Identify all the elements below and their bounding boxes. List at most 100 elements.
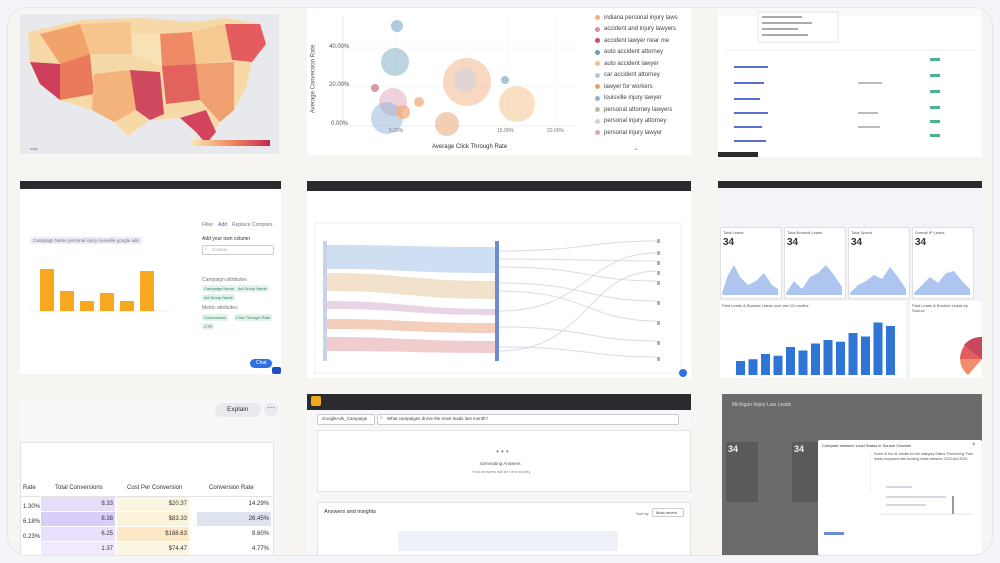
legend-item[interactable]: indiana personal injury laws [595, 12, 691, 24]
legend-swatch [595, 38, 600, 44]
bar[interactable] [873, 322, 883, 376]
modal-sidebar [820, 452, 871, 492]
logo-icon [311, 396, 321, 406]
x-tick-label: 5.00% [389, 128, 404, 134]
chip[interactable]: Ad Group Name [236, 285, 269, 292]
bar[interactable] [140, 271, 154, 311]
bar[interactable] [120, 301, 134, 311]
bar[interactable] [748, 359, 758, 375]
legend-swatch [595, 49, 600, 55]
bar[interactable] [40, 269, 54, 311]
query-text: Campaign Name personal injury louisville… [30, 237, 142, 244]
bubble[interactable] [414, 97, 424, 107]
chat-icon[interactable] [272, 367, 281, 374]
bar[interactable] [773, 355, 783, 375]
legend-item[interactable]: lawyer for workers [595, 81, 691, 93]
bar-chart [30, 269, 170, 312]
column-header[interactable]: Rate [23, 485, 36, 491]
bubble[interactable] [435, 112, 459, 136]
bar[interactable] [736, 361, 745, 375]
tab-replace[interactable]: Replace [232, 222, 251, 228]
bubble[interactable] [381, 48, 409, 76]
legend-swatch [595, 95, 600, 101]
bar[interactable] [100, 293, 114, 311]
legend-item[interactable]: personal injury attorney [595, 116, 691, 128]
kpi-card[interactable]: 34 [726, 442, 758, 502]
kpi-card[interactable]: Total Booked Leads 34 [784, 227, 846, 299]
bar[interactable] [80, 301, 94, 311]
modal-chart [880, 486, 972, 515]
sort-dropdown[interactable]: Most recent [652, 508, 684, 517]
bar[interactable] [811, 343, 820, 376]
bar[interactable] [886, 326, 895, 375]
bubble[interactable] [371, 102, 403, 134]
modal-tile: Michigan Injury Law Leads 34 34 Compare … [722, 394, 982, 555]
close-icon[interactable]: × [972, 442, 976, 448]
legend-item[interactable]: auto accident attorney [595, 47, 691, 59]
legend-swatch [595, 107, 600, 113]
bubble[interactable] [499, 86, 535, 122]
table-row[interactable]: 1.30% 8.33 $20.37 14.29% [21, 497, 273, 511]
us-map: map [20, 14, 279, 154]
more-options-icon[interactable]: ⋯ [264, 403, 278, 417]
table-header: Rate Total Conversions Cost Per Conversi… [21, 481, 273, 497]
bar[interactable] [861, 336, 870, 376]
kpi-card[interactable]: Total Spend 34 [848, 227, 910, 299]
bar[interactable] [836, 341, 845, 375]
search-input[interactable]: ⌕ What campaigns drove the most leads la… [377, 414, 679, 425]
bubble[interactable] [453, 68, 477, 92]
top-nav-bar [20, 181, 281, 189]
bubble[interactable] [391, 20, 403, 32]
legend-item[interactable]: accident and injury lawyers [595, 24, 691, 36]
bar[interactable] [761, 354, 770, 375]
column-header[interactable]: Total Conversions [55, 485, 103, 491]
chip[interactable]: CTR [202, 323, 215, 330]
leads-bar-chart [736, 322, 895, 376]
chip[interactable]: Conversions [202, 314, 229, 321]
sankey-chart [314, 222, 687, 377]
table-row[interactable]: 0.23% 6.25 $168.63 8.60% [21, 527, 273, 541]
top-nav-bar [718, 181, 982, 188]
chevron-down-icon[interactable]: ⌄ [633, 145, 639, 152]
bar[interactable] [786, 347, 795, 375]
kpi-card[interactable]: Overall IP Leads 34 [912, 227, 974, 299]
kpi-card[interactable]: Total Leads 34 [720, 227, 782, 299]
legend-item[interactable]: louisville injury lawyer [595, 93, 691, 105]
modal-footer-link[interactable] [824, 532, 844, 535]
legend-item[interactable]: car accident attorney [595, 70, 691, 82]
explain-button[interactable]: Explain [215, 403, 261, 417]
chip[interactable]: Ad Group Name [202, 294, 235, 301]
legend-swatch [595, 118, 600, 124]
legend-swatch [595, 15, 600, 21]
chip[interactable]: Campaign Name [202, 285, 237, 292]
legend-item[interactable]: accident lawyer near me [595, 35, 691, 47]
chat-button[interactable]: Chat [250, 359, 272, 368]
x-tick-label: 20.00% [547, 128, 564, 134]
bubble[interactable] [501, 76, 509, 84]
top-nav-bar [307, 181, 691, 191]
table-row[interactable]: 1.37 $74.47 4.77% [21, 542, 273, 555]
bar[interactable] [798, 350, 808, 376]
bar[interactable] [848, 333, 858, 375]
bar[interactable] [823, 340, 833, 375]
column-search-input[interactable]: ⌕ Column [202, 245, 274, 255]
bubble[interactable] [396, 105, 410, 119]
column-header[interactable]: Conversion Rate [209, 485, 254, 491]
tab-compare[interactable]: Compare [252, 222, 273, 228]
column-header[interactable]: Cost Per Conversion [127, 485, 183, 491]
dataset-selector[interactable]: GoogleAds_Campaign [317, 414, 375, 425]
legend-item[interactable]: personal injury lawyer [595, 127, 691, 139]
legend-swatch [595, 26, 600, 32]
legend-item[interactable]: personal attorney lawyers [595, 104, 691, 116]
legend-item[interactable]: auto accident lawyer [595, 58, 691, 70]
bar[interactable] [60, 291, 74, 311]
list-table-preview [718, 8, 982, 157]
tab-filter[interactable]: Filter [202, 222, 214, 228]
chip[interactable]: Click Through Rate [234, 314, 273, 321]
answer-card: • • • Generating Answers Your answers wi… [317, 430, 691, 492]
table-row[interactable]: 6.18% 8.38 $83.33 26.45% [21, 512, 273, 526]
tab-add[interactable]: Add [218, 222, 227, 228]
bubble[interactable] [371, 84, 379, 92]
y-tick-label: 40.00% [329, 44, 350, 50]
bubble-chart-tile: Average Conversion Rate 40.00% 20.00% 0.… [307, 8, 691, 155]
